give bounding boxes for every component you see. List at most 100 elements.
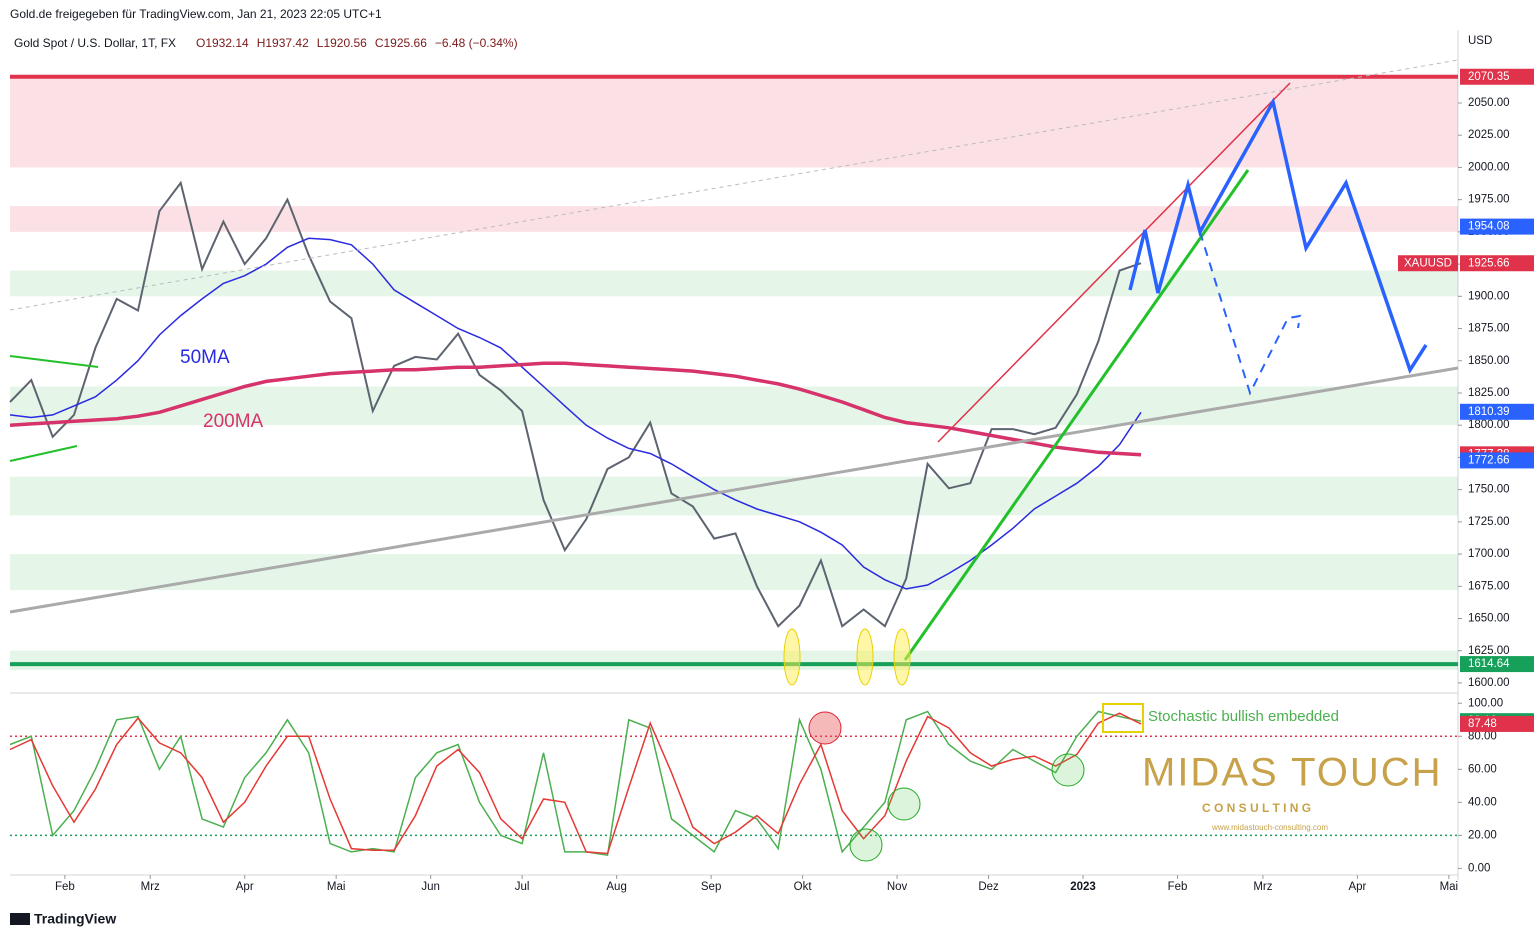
y-tick-label: 1875.00 bbox=[1468, 323, 1510, 335]
trend-line bbox=[903, 169, 1250, 661]
ohlc-value: O1932.14 bbox=[196, 36, 249, 50]
price-label: 87.48 bbox=[1468, 718, 1497, 730]
zone bbox=[10, 650, 1458, 671]
ohlc-value: L1920.56 bbox=[317, 36, 367, 50]
currency: USD bbox=[1468, 35, 1492, 47]
x-tick-label: Nov bbox=[887, 881, 908, 893]
highlight bbox=[856, 628, 874, 686]
ma-label: 50MA bbox=[180, 347, 230, 368]
y-tick-label: 100.00 bbox=[1468, 697, 1503, 709]
x-tick-label: Jun bbox=[421, 881, 440, 893]
y-tick-label: 60.00 bbox=[1468, 763, 1497, 775]
x-tick-label: Mai bbox=[1440, 881, 1459, 893]
zone bbox=[10, 206, 1458, 232]
price-label: 1954.08 bbox=[1468, 221, 1510, 233]
price-label-bg bbox=[1460, 452, 1534, 469]
x-tick-label: 2023 bbox=[1070, 881, 1096, 893]
y-tick-label: 1850.00 bbox=[1468, 355, 1510, 367]
series-line bbox=[9, 361, 1142, 457]
source: Gold.de freigegeben für TradingView.com,… bbox=[10, 7, 382, 21]
y-tick-label: 1625.00 bbox=[1468, 645, 1510, 657]
highlight bbox=[887, 787, 921, 821]
x-tick-label: Mrz bbox=[1253, 881, 1272, 893]
projection-alt bbox=[1199, 231, 1302, 396]
price-label: 1772.66 bbox=[1468, 454, 1510, 466]
price-label: 1925.66 bbox=[1468, 257, 1510, 269]
chart-title: Gold Spot / U.S. Dollar, 1T, FX bbox=[14, 36, 176, 50]
trend-line bbox=[9, 355, 99, 368]
x-tick-label: Sep bbox=[701, 881, 721, 893]
x-tick-label: Feb bbox=[1168, 881, 1188, 893]
y-tick-label: 40.00 bbox=[1468, 796, 1497, 808]
price-label-bg bbox=[1460, 255, 1534, 272]
y-tick-label: 1650.00 bbox=[1468, 613, 1510, 625]
y-tick-label: 20.00 bbox=[1468, 829, 1497, 841]
zone bbox=[10, 554, 1458, 591]
y-tick-label: 2000.00 bbox=[1468, 161, 1510, 173]
x-tick-label: Dez bbox=[978, 881, 999, 893]
watermark-subtitle: C O N S U L T I N G bbox=[1202, 801, 1311, 815]
price-label: 2070.35 bbox=[1468, 71, 1510, 83]
zone bbox=[10, 76, 1458, 168]
y-tick-label: 1675.00 bbox=[1468, 580, 1510, 592]
symbol-label-bg bbox=[1398, 255, 1458, 272]
price-label-bg bbox=[1460, 715, 1534, 732]
zone bbox=[10, 270, 1458, 297]
highlight bbox=[1051, 753, 1085, 787]
y-tick-label: 1975.00 bbox=[1468, 194, 1510, 206]
x-tick-label: Okt bbox=[794, 881, 813, 893]
series-line bbox=[9, 237, 1142, 590]
price-label: 1810.39 bbox=[1468, 406, 1510, 418]
series-line bbox=[9, 710, 1142, 857]
y-tick-label: 1825.00 bbox=[1468, 387, 1510, 399]
x-tick-label: Aug bbox=[606, 881, 626, 893]
highlight bbox=[808, 711, 842, 745]
trend-line bbox=[937, 82, 1291, 443]
logo bbox=[10, 913, 30, 925]
y-tick-label: 1900.00 bbox=[1468, 290, 1510, 302]
ohlc-value: −6.48 (−0.34%) bbox=[435, 36, 518, 50]
y-tick-label: 1750.00 bbox=[1468, 484, 1510, 496]
highlight bbox=[849, 828, 883, 862]
x-tick-label: Jul bbox=[515, 881, 530, 893]
y-tick-label: 1700.00 bbox=[1468, 548, 1510, 560]
series-line bbox=[9, 180, 1142, 628]
annotation: Stochastic bullish embedded bbox=[1148, 708, 1339, 725]
series-line bbox=[9, 712, 1142, 855]
highlight bbox=[1102, 703, 1144, 733]
y-tick-label: 2050.00 bbox=[1468, 97, 1510, 109]
footer: TradingView bbox=[34, 911, 116, 927]
ohlc-value: H1937.42 bbox=[257, 36, 309, 50]
y-tick-label: 2025.00 bbox=[1468, 129, 1510, 141]
x-tick-label: Apr bbox=[1348, 881, 1366, 893]
x-tick-label: Feb bbox=[55, 881, 75, 893]
projection bbox=[1128, 97, 1428, 374]
zone bbox=[10, 476, 1458, 516]
price-label-bg bbox=[1460, 218, 1534, 235]
ohlc-value: C1925.66 bbox=[375, 36, 427, 50]
price-label-bg bbox=[1460, 68, 1534, 85]
trend-line bbox=[9, 59, 1459, 311]
zone bbox=[10, 386, 1458, 426]
price-label-bg bbox=[1460, 403, 1534, 420]
y-tick-label: 1725.00 bbox=[1468, 516, 1510, 528]
drawings bbox=[9, 59, 1459, 862]
x-tick-label: Mai bbox=[327, 881, 346, 893]
highlight bbox=[893, 628, 911, 686]
highlight bbox=[783, 628, 801, 686]
ma-label: 200MA bbox=[203, 411, 264, 432]
symbol-label: XAUUSD bbox=[1404, 257, 1452, 269]
trend-line bbox=[9, 366, 1459, 614]
watermark-url: www.midastouch-consulting.com bbox=[1211, 823, 1328, 832]
x-tick-label: Mrz bbox=[141, 881, 160, 893]
watermark-title: MIDAS TOUCH bbox=[1142, 751, 1443, 795]
trend-line bbox=[9, 445, 78, 462]
y-tick-label: 1800.00 bbox=[1468, 419, 1510, 431]
y-tick-label: 1600.00 bbox=[1468, 677, 1510, 689]
y-tick-label: 0.00 bbox=[1468, 862, 1490, 874]
y-tick-label: 80.00 bbox=[1468, 730, 1497, 742]
price-label: 1614.64 bbox=[1468, 658, 1510, 670]
